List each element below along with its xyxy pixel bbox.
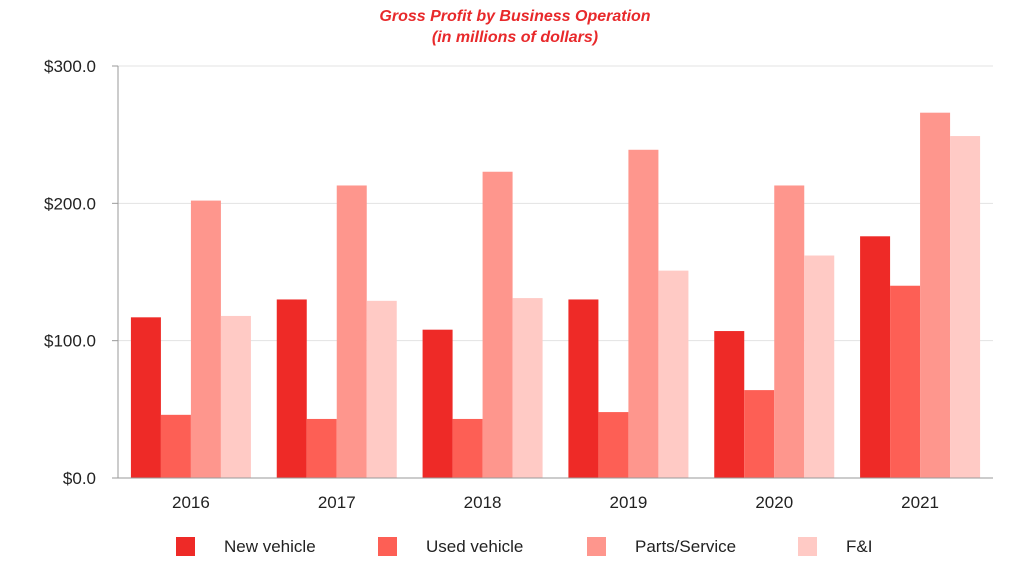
axes [112, 65, 993, 479]
y-tick-label: $0.0 [63, 469, 96, 488]
y-tick-label: $200.0 [44, 194, 96, 213]
chart-title: Gross Profit by Business Operation [379, 8, 650, 25]
chart-subtitle: (in millions of dollars) [432, 29, 598, 46]
bar-parts-service-2017 [336, 185, 367, 479]
bar-parts-service-2021 [920, 112, 951, 479]
bar-f-i-2021 [950, 136, 981, 479]
x-tick-label: 2016 [172, 493, 210, 512]
bar-new-vehicle-2018 [422, 329, 453, 478]
bar-used-vehicle-2019 [598, 412, 629, 478]
bar-used-vehicle-2020 [744, 390, 775, 478]
legend-swatch [378, 537, 397, 556]
y-tick-label: $100.0 [44, 332, 96, 351]
y-tick-label: $300.0 [44, 57, 96, 76]
bar-f-i-2017 [366, 300, 397, 478]
bar-new-vehicle-2016 [130, 317, 161, 478]
legend-swatch [176, 537, 195, 556]
legend-swatch [798, 537, 817, 556]
bar-parts-service-2018 [482, 171, 513, 478]
gridlines [118, 65, 993, 342]
bar-parts-service-2016 [190, 200, 221, 478]
bar-new-vehicle-2020 [714, 331, 745, 478]
legend: New vehicle Used vehicle Parts/Service F&I [176, 537, 872, 556]
bar-new-vehicle-2017 [276, 299, 307, 478]
x-tick-label: 2021 [901, 493, 939, 512]
bar-used-vehicle-2017 [306, 418, 337, 478]
bar-new-vehicle-2021 [860, 236, 891, 478]
bar-used-vehicle-2021 [890, 285, 921, 478]
legend-label: F&I [846, 537, 872, 556]
bar-used-vehicle-2016 [160, 414, 191, 478]
x-axis-ticks: 2016 2017 2018 2019 2020 2021 [172, 493, 939, 512]
bar-parts-service-2019 [628, 149, 659, 479]
bar-f-i-2020 [804, 255, 835, 478]
x-tick-label: 2018 [464, 493, 502, 512]
bars [130, 112, 981, 479]
y-axis-ticks: $0.0 $100.0 $200.0 $300.0 [44, 57, 96, 488]
bar-new-vehicle-2019 [568, 299, 599, 478]
x-tick-label: 2019 [610, 493, 648, 512]
legend-label: Used vehicle [426, 537, 523, 556]
x-tick-label: 2020 [755, 493, 793, 512]
bar-f-i-2019 [658, 270, 689, 478]
bar-f-i-2018 [512, 298, 543, 478]
bar-f-i-2016 [220, 315, 251, 478]
legend-label: New vehicle [224, 537, 316, 556]
legend-swatch [587, 537, 606, 556]
bar-used-vehicle-2018 [452, 418, 483, 478]
bar-parts-service-2020 [774, 185, 805, 479]
x-tick-label: 2017 [318, 493, 356, 512]
legend-label: Parts/Service [635, 537, 736, 556]
